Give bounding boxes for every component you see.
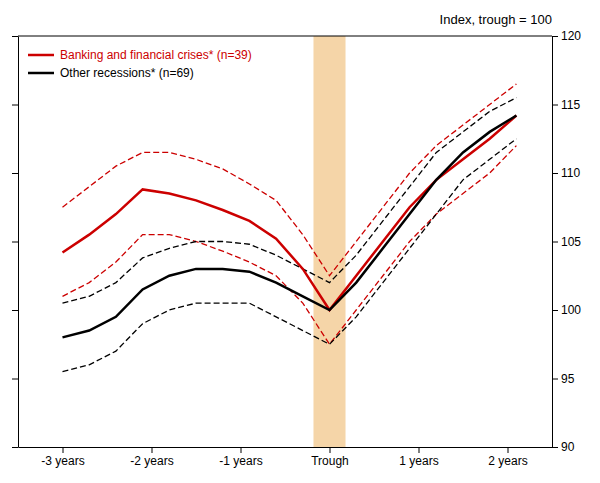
tick-mark [552,36,558,37]
tick [12,173,18,174]
tick: -3 years [41,447,84,468]
tick: 95 [552,372,575,386]
legend-label: Other recessions* (n=69) [60,66,194,80]
tick-mark [552,379,558,380]
tick-label: 100 [561,303,581,317]
tick-mark [152,447,153,453]
plot-area [63,36,517,447]
tick-label: 105 [561,235,581,249]
tick-mark [552,105,558,106]
tick [12,379,18,380]
tick: 1 years [399,447,438,468]
tick-label: 1 years [399,454,438,468]
tick: Trough [311,447,349,468]
tick [12,36,18,37]
tick-mark [12,310,18,311]
tick: 105 [552,235,581,249]
tick: 100 [552,303,581,317]
tick-mark [12,447,18,448]
tick: 115 [552,98,580,112]
tick-label: 120 [561,29,581,43]
tick: -2 years [130,447,173,468]
trough-band [313,36,345,447]
tick: 90 [552,440,575,454]
y-axis: 90 95 100 105 110 115 120 [552,29,581,454]
axis-line [18,37,19,448]
title: Index, trough = 100 [440,12,552,27]
tick-mark [12,173,18,174]
tick [12,105,18,106]
tick-mark [552,173,558,174]
tick-label: 90 [561,440,575,454]
tick-label: -3 years [41,454,84,468]
tick-mark [330,447,331,453]
y-axis-left [12,37,19,448]
tick-label: 110 [561,166,580,180]
mean-line [63,115,517,337]
tick-label: Trough [311,454,349,468]
x-axis: -3 years -2 years -1 years Trough 1 years 2 y… [19,447,553,468]
tick-label: 95 [561,372,575,386]
tick-label: 2 years [488,454,527,468]
tick-label: 115 [561,98,580,112]
tick [12,242,18,243]
axis-line [19,447,553,448]
tick [12,447,18,448]
tick: 2 years [488,447,527,468]
legend-swatch [28,54,54,57]
tick-mark [419,447,420,453]
tick-mark [552,310,558,311]
chart: -3 years -2 years -1 years Trough 1 years 2 y… [0,0,600,483]
tick-mark [12,36,18,37]
band-line [63,146,517,345]
tick-mark [12,379,18,380]
tick: 120 [552,29,581,43]
legend-entry: Banking and financial crises* (n=39) [28,48,252,62]
tick-mark [12,242,18,243]
tick-mark [508,447,509,453]
tick [12,310,18,311]
tick-mark [241,447,242,453]
mean-line [63,115,517,310]
legend-swatch [28,72,54,75]
tick: -1 years [219,447,262,468]
tick-mark [552,242,558,243]
tick: 110 [552,166,580,180]
legend-entry: Other recessions* (n=69) [28,66,194,80]
tick-label: -2 years [130,454,173,468]
legend: Banking and financial crises* (n=39) Othe… [28,48,252,80]
tick-label: -1 years [219,454,262,468]
frame-top [18,36,552,37]
legend-label: Banking and financial crises* (n=39) [60,48,252,62]
tick-mark [12,105,18,106]
tick-mark [63,447,64,453]
tick-mark [552,447,558,448]
